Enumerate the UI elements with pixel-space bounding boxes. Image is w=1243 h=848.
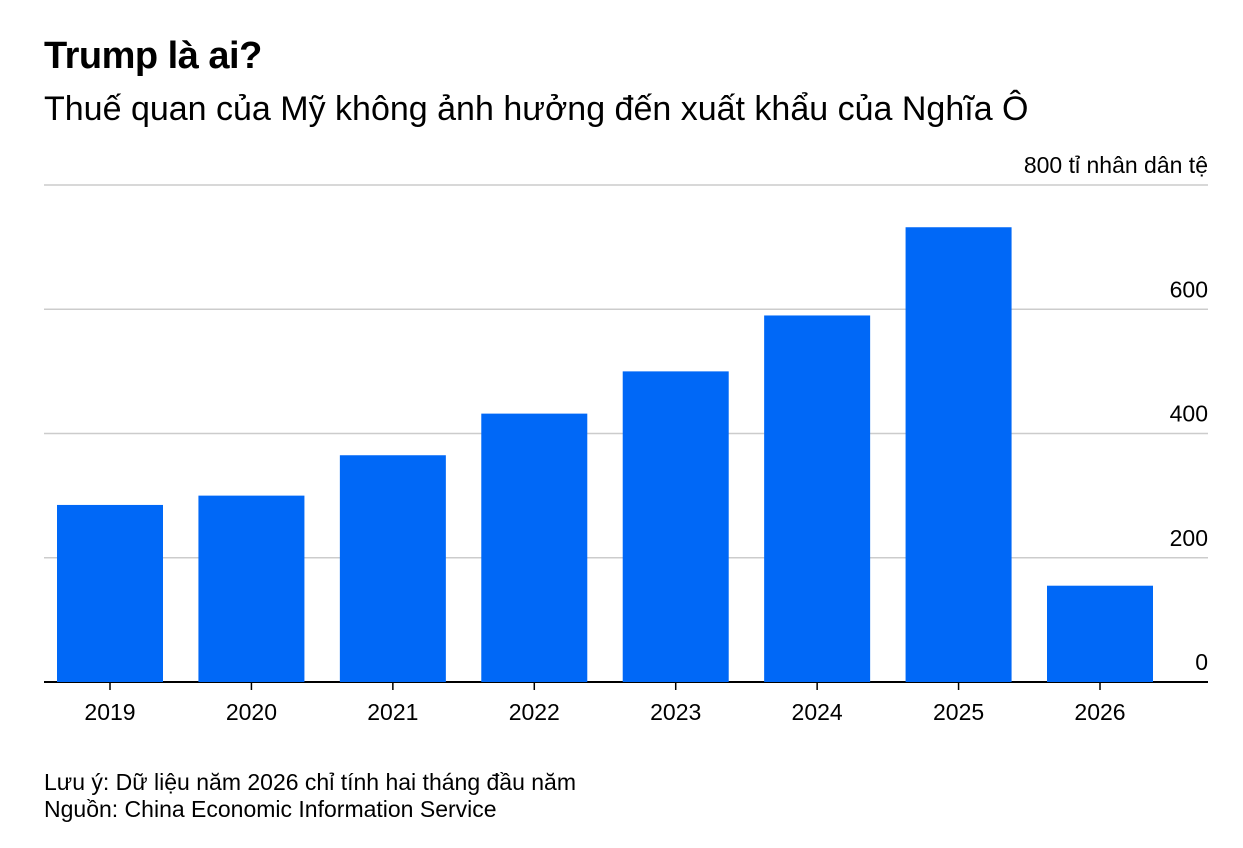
bar-2024 [764,315,871,682]
x-tick-label-2022: 2022 [509,699,560,725]
footnote-note: Lưu ý: Dữ liệu năm 2026 chỉ tính hai thá… [44,769,577,795]
bar-2026 [1047,585,1153,682]
y-tick-label-800: 800 tỉ nhân dân tệ [1024,152,1208,178]
x-tick-label-2026: 2026 [1074,699,1125,725]
x-tick-label-2025: 2025 [933,699,984,725]
x-tick-label-2023: 2023 [650,699,701,725]
x-tick-label-2021: 2021 [367,699,418,725]
bar-2020 [198,495,305,682]
bar-2023 [622,371,729,682]
chart-subtitle: Thuế quan của Mỹ không ảnh hưởng đến xuấ… [44,90,1029,128]
bar-2021 [339,455,446,682]
footnote-source: Nguồn: China Economic Information Servic… [44,796,497,822]
bar-2022 [481,413,588,682]
y-tick-label-400: 400 [1170,401,1208,427]
chart-title: Trump là ai? [44,35,262,77]
y-tick-label-600: 600 [1170,276,1208,302]
bar-2025 [905,227,1012,682]
x-tick-label-2019: 2019 [84,699,135,725]
axis-labels: 0 200 400 600 800 tỉ nhân dân tệ 2019 2020 2021… [84,152,1208,725]
y-tick-label-200: 200 [1170,525,1208,551]
x-tick-label-2020: 2020 [226,699,277,725]
bars [57,227,1153,682]
y-tick-label-0: 0 [1195,649,1208,675]
x-tick-label-2024: 2024 [792,699,843,725]
bar-2019 [57,504,163,682]
